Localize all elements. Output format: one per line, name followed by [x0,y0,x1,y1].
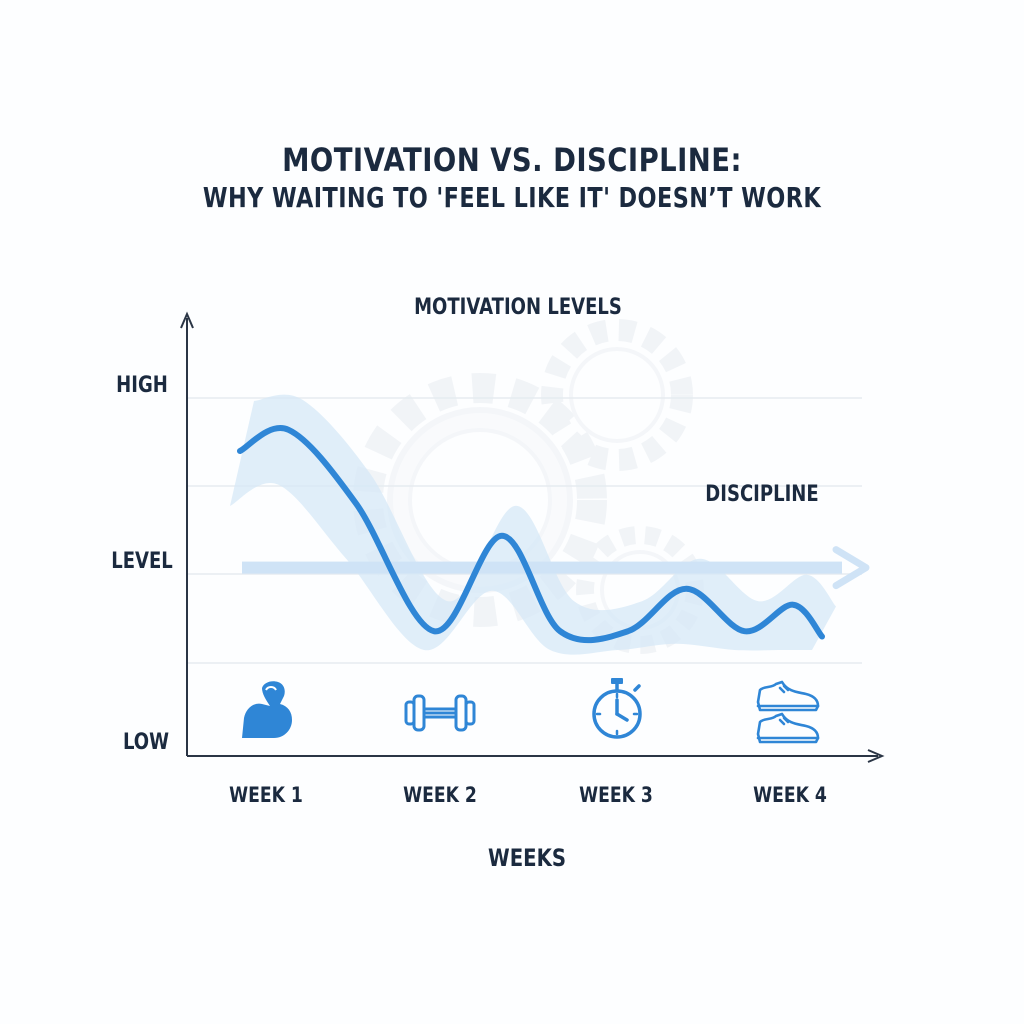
title-block: MOTIVATION VS. DISCIPLINE: WHY WAITING T… [0,140,1024,216]
sneakers-icon [756,680,820,744]
flexed-bicep-icon [242,681,292,738]
x-axis-title: WEEKS [488,845,566,872]
discipline-label: DISCIPLINE [705,480,818,506]
chart-title: MOTIVATION LEVELS [414,293,622,319]
y-axis [180,311,194,756]
x-tick-label-week-2: WEEK 2 [403,782,477,807]
page-subtitle: WHY WAITING TO 'FEEL LIKE IT' DOESN’T WO… [202,181,822,214]
x-tick-label-week-3: WEEK 3 [579,782,653,807]
y-tick-label-level: LEVEL [111,547,173,573]
dumbbell-icon [404,694,476,732]
motivation-line [237,425,825,644]
x-tick-label-week-4: WEEK 4 [753,782,827,807]
y-tick-label-low: LOW [123,728,169,754]
x-tick-label-week-1: WEEK 1 [229,782,303,807]
page-title: MOTIVATION VS. DISCIPLINE: [282,141,742,179]
y-tick-label-high: HIGH [116,371,168,397]
stopwatch-icon [592,678,642,739]
x-axis [187,749,885,763]
